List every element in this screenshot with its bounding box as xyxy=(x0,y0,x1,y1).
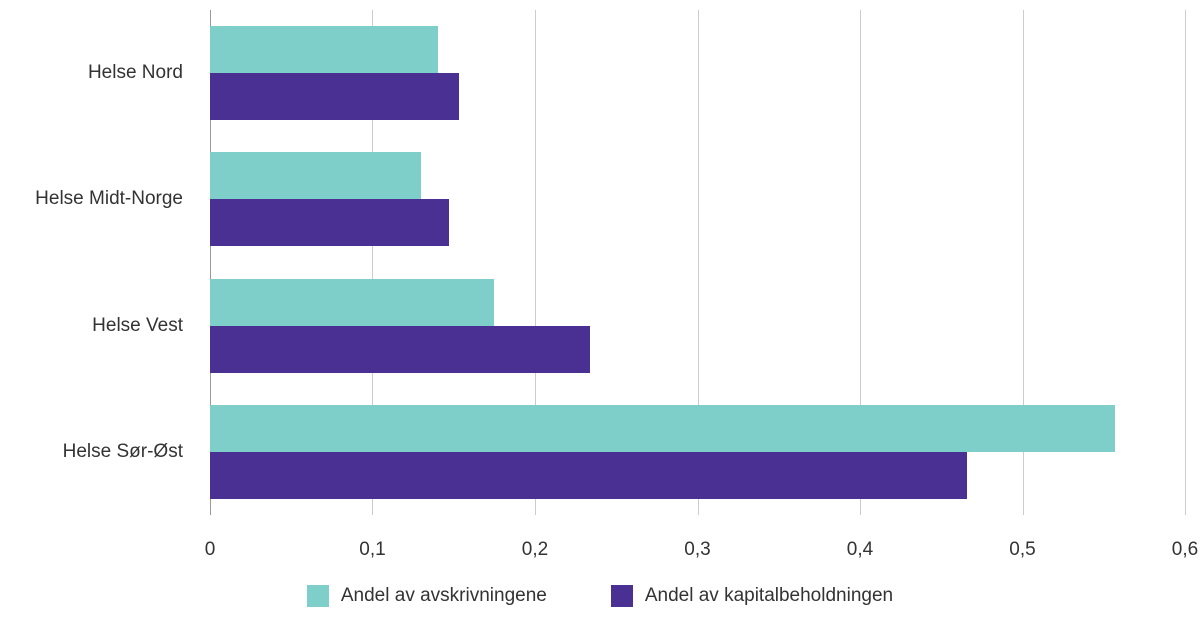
legend-swatch xyxy=(306,585,329,607)
legend-label: Andel av avskrivningene xyxy=(340,585,547,606)
gridline xyxy=(1185,10,1186,515)
x-tick-label: 0,5 xyxy=(1009,539,1036,560)
x-tick-label: 0 xyxy=(204,539,216,560)
gridline xyxy=(534,10,536,515)
bar-group xyxy=(210,389,1185,515)
x-tick-label: 0,4 xyxy=(846,539,874,560)
bar-andel-av-kapitalbeholdningen xyxy=(210,199,449,247)
x-tick-label: 0,6 xyxy=(1171,539,1199,560)
x-axis-ticks: 0 0,1 0,2 0,3 0,4 0,5 0,6 xyxy=(205,515,1199,567)
bar-andel-av-avskrivningene xyxy=(210,278,495,326)
gridline xyxy=(859,10,861,515)
bar-group xyxy=(210,136,1185,262)
chart-row: Helse Nord xyxy=(0,10,1200,136)
plot-rows: Helse Nord Helse Midt-Norge Helse Vest Hels… xyxy=(0,10,1200,515)
bar-andel-av-kapitalbeholdningen xyxy=(210,451,968,499)
bar-group xyxy=(210,10,1185,136)
y-axis-line xyxy=(210,10,211,515)
bar-andel-av-avskrivningene xyxy=(210,26,438,74)
category-label: Helse Nord xyxy=(87,62,183,84)
category-label: Helse Sør-Øst xyxy=(62,440,183,462)
legend-item: Andel av kapitalbeholdningen xyxy=(610,585,894,607)
chart-row: Helse Midt-Norge xyxy=(0,136,1200,262)
x-tick-label: 0,1 xyxy=(359,539,386,560)
x-tick-label: 0,2 xyxy=(521,539,549,560)
gridline xyxy=(697,10,699,515)
bar-andel-av-avskrivningene xyxy=(210,152,422,200)
bar-group xyxy=(210,263,1185,389)
legend: Andel av avskrivningene Andel av kapitalb… xyxy=(0,567,1200,625)
category-label: Helse Vest xyxy=(92,314,183,336)
chart-body: Helse Nord Helse Midt-Norge Helse Vest Hels… xyxy=(0,10,1200,515)
gridline xyxy=(1022,10,1024,515)
bar-andel-av-kapitalbeholdningen xyxy=(210,325,591,373)
bar-andel-av-kapitalbeholdningen xyxy=(210,73,459,121)
category-label: Helse Midt-Norge xyxy=(35,188,183,210)
chart-row: Helse Sør-Øst xyxy=(0,389,1200,515)
legend-swatch xyxy=(610,585,633,607)
grid-overlay xyxy=(210,10,1186,515)
x-tick-label: 0,3 xyxy=(684,539,711,560)
chart-row: Helse Vest xyxy=(0,263,1200,389)
gridline xyxy=(372,10,374,515)
legend-item: Andel av avskrivningene xyxy=(306,585,547,607)
bar-andel-av-avskrivningene xyxy=(210,404,1116,452)
legend-label: Andel av kapitalbeholdningen xyxy=(644,585,894,606)
